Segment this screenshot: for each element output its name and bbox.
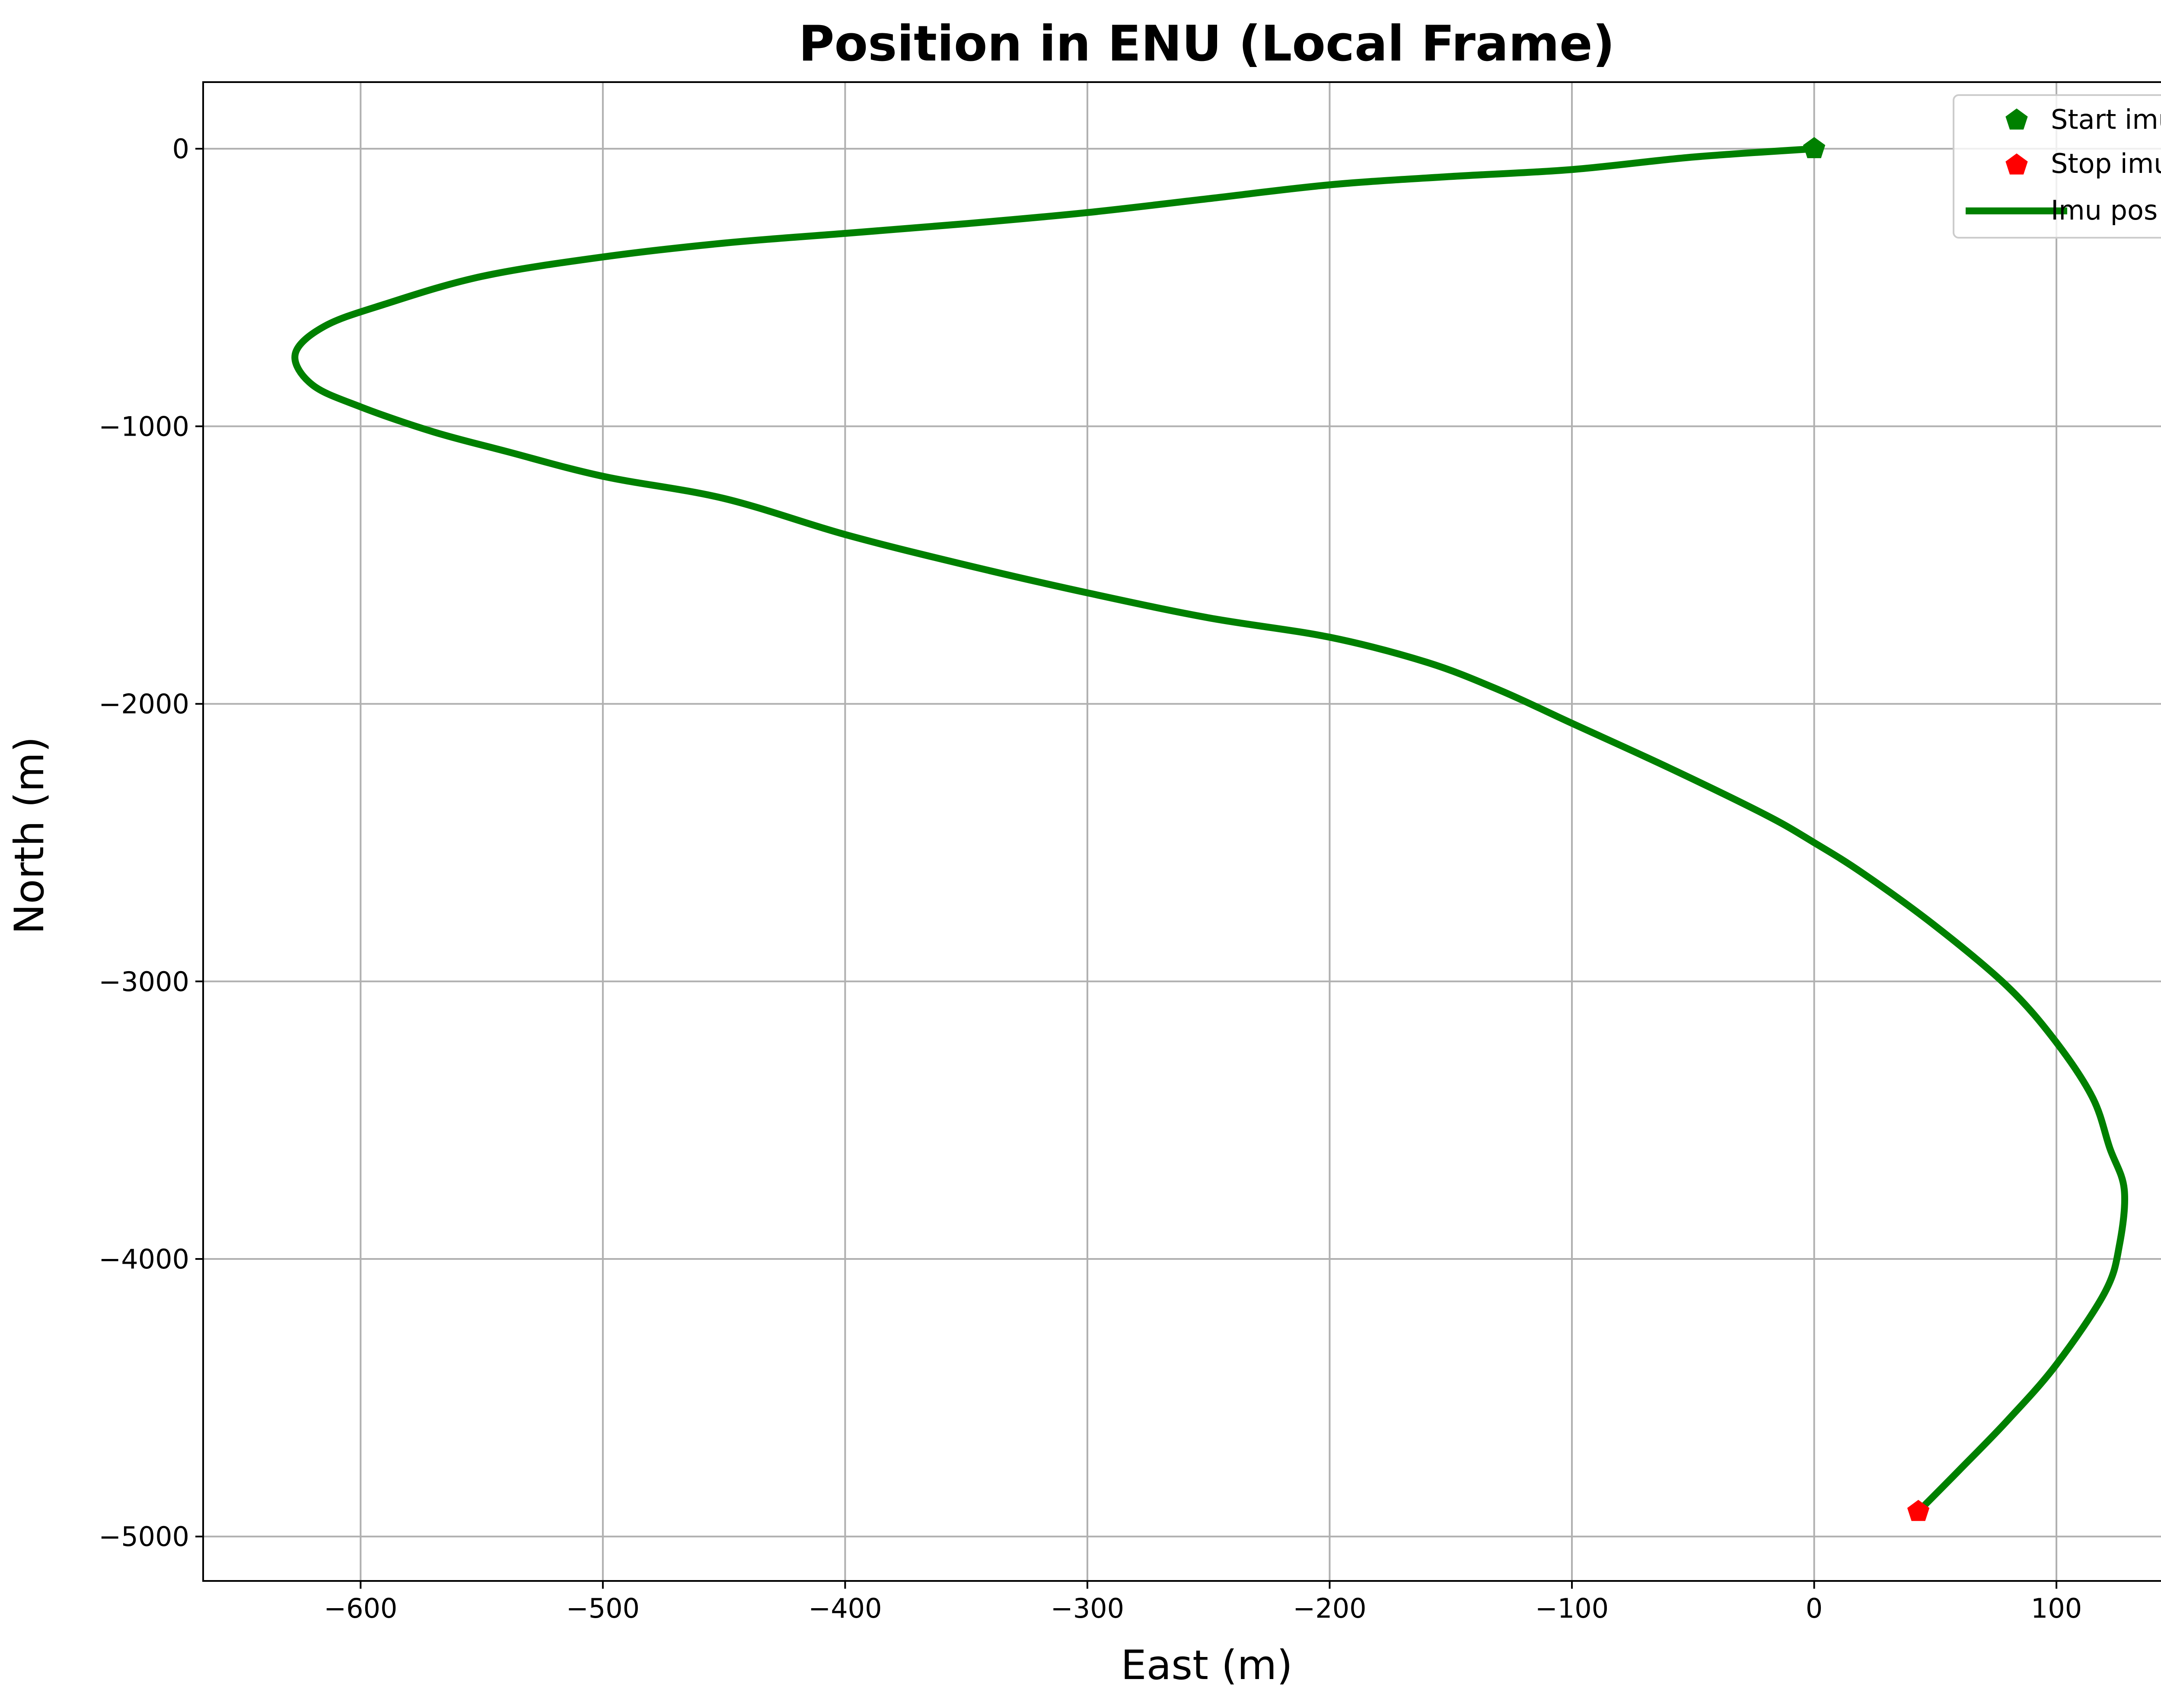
x-tick-label: 100 [2031, 1593, 2082, 1624]
y-tick-label: −4000 [99, 1243, 189, 1275]
y-tick-label: −5000 [99, 1521, 189, 1552]
x-tick-label: −100 [1535, 1593, 1609, 1624]
x-tick-label: 0 [1806, 1593, 1823, 1624]
x-tick-label: −500 [566, 1593, 640, 1624]
legend-stop-marker [2005, 153, 2028, 175]
y-tick-label: −3000 [99, 966, 189, 997]
start-marker [1803, 137, 1826, 158]
legend-start-pentagon [2005, 108, 2028, 130]
plot-frame [202, 81, 2161, 1582]
chart-title: Position in ENU (Local Frame) [799, 15, 1615, 72]
x-tick-label: −600 [324, 1593, 397, 1624]
legend: Start imu Stop imu Imu pos [1953, 94, 2161, 239]
legend-label-pos: Imu pos [2051, 194, 2158, 226]
y-axis-label: North (m) [6, 736, 53, 934]
legend-stop-pentagon [2005, 153, 2028, 175]
series-line-imu-pos [291, 145, 2128, 1515]
legend-start-marker [2005, 108, 2028, 130]
x-axis-label: East (m) [1121, 1642, 1293, 1689]
series-layer [291, 145, 2128, 1515]
x-tick-label: −300 [1051, 1593, 1124, 1624]
stop-marker [1907, 1500, 1930, 1521]
x-axis-ticks: −600 −500 −400 −300 −200 −100 0 100 [324, 1581, 2082, 1624]
y-tick-label: 0 [172, 133, 189, 165]
grid-lines [203, 82, 2161, 1581]
x-tick-label: −200 [1293, 1593, 1366, 1624]
legend-label-start: Start imu [2051, 104, 2161, 135]
legend-box [1953, 94, 2161, 239]
markers-layer [1803, 137, 1930, 1521]
y-tick-label: −1000 [99, 411, 189, 442]
y-axis-ticks: 0 −1000 −2000 −3000 −4000 −5000 [99, 133, 203, 1552]
x-tick-label: −400 [808, 1593, 882, 1624]
legend-label-stop: Stop imu [2051, 148, 2161, 179]
y-tick-label: −2000 [99, 688, 189, 720]
